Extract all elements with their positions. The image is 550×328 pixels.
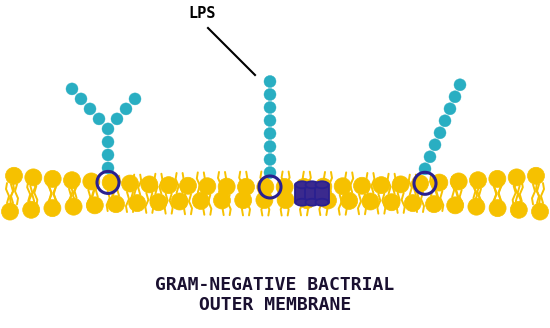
Ellipse shape [305, 181, 318, 188]
Circle shape [66, 83, 78, 95]
Circle shape [218, 178, 235, 195]
Circle shape [84, 103, 96, 115]
Ellipse shape [295, 199, 309, 206]
Circle shape [489, 170, 506, 187]
Circle shape [83, 173, 100, 190]
Circle shape [298, 192, 315, 209]
Circle shape [320, 192, 337, 209]
Circle shape [340, 193, 358, 209]
Circle shape [120, 103, 132, 115]
Circle shape [315, 178, 332, 195]
Circle shape [392, 176, 409, 193]
Circle shape [150, 194, 167, 211]
Circle shape [450, 173, 467, 190]
Circle shape [434, 127, 446, 139]
Ellipse shape [305, 199, 318, 206]
Circle shape [468, 198, 485, 215]
Circle shape [264, 140, 276, 153]
Circle shape [334, 178, 351, 195]
Circle shape [264, 101, 276, 113]
Circle shape [256, 192, 273, 209]
Circle shape [431, 174, 448, 191]
Circle shape [295, 178, 312, 195]
Circle shape [65, 198, 82, 215]
Text: GRAM-NEGATIVE BACTRIAL: GRAM-NEGATIVE BACTRIAL [155, 276, 395, 294]
Circle shape [454, 79, 466, 91]
Circle shape [6, 167, 23, 184]
Ellipse shape [316, 181, 328, 188]
Circle shape [179, 177, 196, 194]
Circle shape [102, 136, 114, 148]
FancyBboxPatch shape [305, 183, 319, 204]
Circle shape [192, 193, 210, 209]
Circle shape [171, 193, 188, 210]
Circle shape [160, 177, 177, 194]
Circle shape [264, 89, 276, 100]
Circle shape [444, 103, 456, 115]
Circle shape [122, 175, 139, 192]
Circle shape [102, 162, 114, 174]
Circle shape [235, 192, 252, 209]
Circle shape [86, 197, 103, 214]
Circle shape [129, 93, 141, 105]
Circle shape [213, 192, 230, 209]
Text: OUTER MEMBRANE: OUTER MEMBRANE [199, 296, 351, 314]
Circle shape [276, 178, 293, 195]
Circle shape [75, 93, 87, 105]
Circle shape [264, 128, 276, 139]
FancyBboxPatch shape [295, 183, 309, 204]
Circle shape [257, 178, 274, 195]
Circle shape [93, 113, 105, 125]
Circle shape [362, 193, 379, 210]
Circle shape [439, 115, 451, 127]
Circle shape [426, 196, 443, 213]
Circle shape [383, 194, 400, 211]
Text: LPS: LPS [188, 6, 216, 21]
Ellipse shape [295, 181, 309, 188]
Circle shape [411, 175, 428, 192]
Circle shape [129, 195, 146, 212]
Circle shape [238, 178, 255, 195]
Circle shape [264, 167, 276, 178]
Circle shape [102, 123, 114, 135]
Circle shape [531, 203, 548, 220]
Circle shape [354, 177, 371, 194]
Circle shape [102, 149, 114, 161]
Circle shape [63, 172, 80, 189]
Circle shape [264, 154, 276, 166]
Ellipse shape [316, 199, 328, 206]
Circle shape [23, 201, 40, 218]
Circle shape [141, 176, 158, 193]
Circle shape [447, 197, 464, 214]
Circle shape [277, 192, 294, 209]
Circle shape [44, 200, 61, 217]
Circle shape [510, 201, 527, 218]
Circle shape [111, 113, 123, 125]
Circle shape [25, 169, 42, 186]
Circle shape [419, 163, 431, 175]
Circle shape [424, 151, 436, 163]
Circle shape [199, 178, 216, 195]
Circle shape [2, 203, 19, 220]
Circle shape [508, 169, 525, 186]
Circle shape [489, 200, 506, 217]
Circle shape [264, 75, 276, 88]
Circle shape [107, 196, 124, 213]
Circle shape [264, 114, 276, 127]
Circle shape [373, 177, 390, 194]
Circle shape [44, 170, 61, 187]
Circle shape [449, 91, 461, 103]
Circle shape [429, 139, 441, 151]
Circle shape [527, 167, 544, 184]
Circle shape [404, 195, 421, 212]
Circle shape [102, 174, 119, 191]
Circle shape [470, 172, 487, 189]
FancyBboxPatch shape [315, 183, 329, 204]
